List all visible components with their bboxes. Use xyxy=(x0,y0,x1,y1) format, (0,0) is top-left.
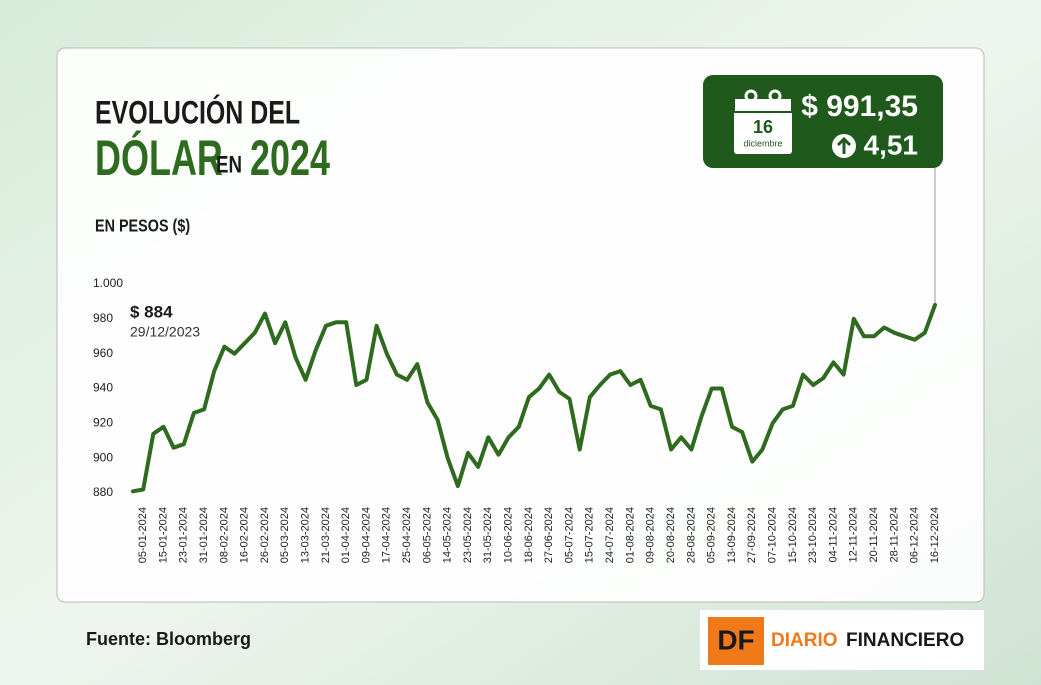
x-tick-label: 12-11-2024 xyxy=(848,507,860,562)
title-word: EN xyxy=(216,151,242,178)
x-tick-label: 08-02-2024 xyxy=(218,507,230,563)
x-tick-label: 06-12-2024 xyxy=(909,507,921,563)
annotation-value: $ 884 xyxy=(130,302,173,321)
x-tick-label: 27-09-2024 xyxy=(746,507,758,563)
x-tick-label: 16-02-2024 xyxy=(239,507,251,563)
x-tick-label: 20-11-2024 xyxy=(868,507,880,562)
x-tick-label: 17-04-2024 xyxy=(381,507,393,563)
title-word: 2024 xyxy=(250,132,330,187)
x-tick-label: 24-07-2024 xyxy=(604,507,616,563)
x-tick-label: 05-07-2024 xyxy=(563,507,575,563)
x-tick-label: 15-07-2024 xyxy=(584,507,596,563)
highlight-change: 4,51 xyxy=(864,129,919,160)
x-tick-label: 04-11-2024 xyxy=(827,507,839,562)
brand-name: DIARIO xyxy=(771,630,838,651)
arrow-up xyxy=(836,136,852,154)
x-tick-label: 25-04-2024 xyxy=(401,507,413,563)
brand-name: FINANCIERO xyxy=(846,630,964,651)
calendar-top xyxy=(733,97,793,113)
y-tick-label: 1.000 xyxy=(93,276,123,290)
x-tick-label: 28-11-2024 xyxy=(888,507,900,562)
x-tick-label: 13-09-2024 xyxy=(726,507,738,563)
y-tick-label: 880 xyxy=(93,485,113,499)
x-tick-label: 13-03-2024 xyxy=(299,507,311,563)
x-tick-label: 16-12-2024 xyxy=(929,507,941,563)
x-tick-label: 05-01-2024 xyxy=(137,507,149,563)
x-tick-label: 23-10-2024 xyxy=(807,507,819,563)
x-tick-label: 23-05-2024 xyxy=(462,507,474,563)
x-tick-label: 09-04-2024 xyxy=(360,507,372,563)
x-tick-label: 31-05-2024 xyxy=(482,507,494,563)
x-tick-label: 09-08-2024 xyxy=(645,507,657,563)
highlight-price: $ 991,35 xyxy=(801,90,918,123)
x-tick-label: 06-05-2024 xyxy=(421,507,433,563)
calendar-ring xyxy=(744,89,758,103)
x-tick-label: 27-06-2024 xyxy=(543,507,555,563)
x-tick-label: 21-03-2024 xyxy=(320,507,332,563)
x-tick-label: 23-01-2024 xyxy=(178,507,190,563)
y-tick-label: 940 xyxy=(93,381,113,395)
x-tick-label: 01-04-2024 xyxy=(340,507,352,563)
line-series xyxy=(131,302,937,494)
y-tick-label: 980 xyxy=(93,311,113,325)
brand-logo-box xyxy=(708,617,764,665)
calendar-day: 16 xyxy=(753,117,773,137)
subtitle: EN PESOS ($) xyxy=(95,216,190,236)
x-tick-label: 07-10-2024 xyxy=(766,507,778,563)
x-tick-label: 05-03-2024 xyxy=(279,507,291,563)
x-tick-label: 18-06-2024 xyxy=(523,507,535,563)
y-tick-label: 900 xyxy=(93,450,113,464)
source: Fuente: Bloomberg xyxy=(86,629,251,649)
title-line1: EVOLUCIÓN DEL xyxy=(95,93,300,131)
x-tick-label: 15-10-2024 xyxy=(787,507,799,563)
annotation-date: 29/12/2023 xyxy=(130,324,200,340)
x-tick-label: 31-01-2024 xyxy=(198,507,210,563)
y-tick-label: 960 xyxy=(93,346,113,360)
calendar-ring xyxy=(768,89,782,103)
y-tick-label: 920 xyxy=(93,416,113,430)
x-tick-label: 10-06-2024 xyxy=(503,507,515,563)
x-tick-label: 05-09-2024 xyxy=(706,507,718,563)
calendar-month: diciembre xyxy=(743,138,782,148)
x-tick-label: 20-08-2024 xyxy=(665,507,677,563)
x-tick-label: 14-05-2024 xyxy=(442,507,454,563)
x-tick-label: 01-08-2024 xyxy=(624,507,636,563)
brand-logo: DF xyxy=(717,624,754,655)
x-tick-label: 26-02-2024 xyxy=(259,507,271,563)
x-tick-label: 28-08-2024 xyxy=(685,507,697,563)
title-word: DÓLAR xyxy=(95,129,223,186)
x-tick-label: 15-01-2024 xyxy=(157,507,169,563)
